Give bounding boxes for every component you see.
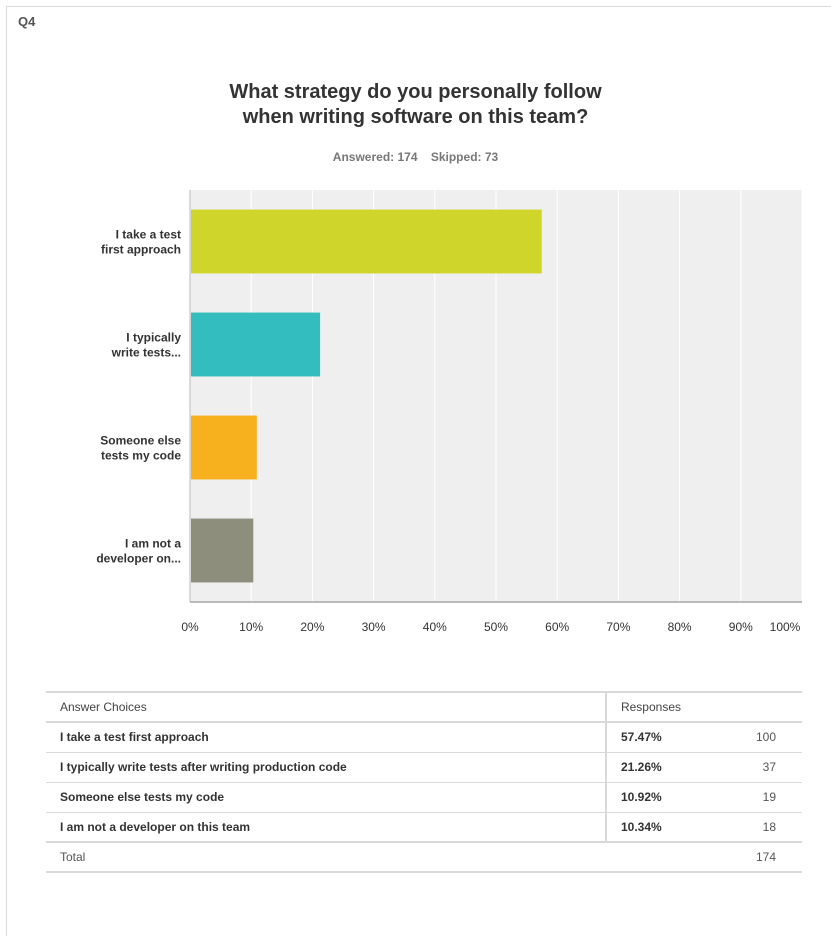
answer-choice: I typically write tests after writing pr…	[46, 752, 606, 783]
response-percent: 10.34%	[604, 812, 742, 843]
answered-count: Answered: 174	[332, 150, 418, 164]
responses-table: Answer Choices Responses I take a test f…	[46, 691, 802, 873]
x-tick-label: 50%	[484, 620, 508, 634]
table-row: I am not a developer on this team 10.34% 1…	[46, 812, 802, 843]
category-label-line: Someone else	[100, 434, 181, 448]
bar-chart: I take a test first approach I typically wr…	[96, 190, 803, 634]
responses-header: Responses	[604, 691, 802, 723]
category-label-line: developer on...	[96, 552, 181, 566]
answer-choices-header: Answer Choices	[46, 691, 606, 723]
response-count: 37	[741, 752, 802, 783]
table-row: I take a test first approach 57.47% 100	[46, 722, 802, 753]
response-stats: Answered: 174 Skipped: 73	[0, 150, 831, 164]
category-label-line: I am not a	[125, 537, 181, 551]
bar	[191, 518, 254, 583]
x-tick-label: 70%	[606, 620, 630, 634]
bar	[191, 415, 257, 480]
response-percent: 21.26%	[604, 752, 742, 783]
category-label-line: tests my code	[101, 449, 181, 463]
category-label-line: write tests...	[111, 346, 181, 360]
answer-choice: I take a test first approach	[46, 722, 606, 753]
skipped-count: Skipped: 73	[430, 150, 499, 164]
x-tick-label: 20%	[300, 620, 324, 634]
chart-title: What strategy do you personally follow w…	[0, 80, 831, 130]
table-total-row: Total 174	[46, 841, 802, 873]
response-percent: 10.92%	[604, 782, 742, 813]
category-label-line: first approach	[101, 243, 181, 257]
x-tick-label: 0%	[181, 620, 199, 634]
response-count: 18	[741, 812, 802, 843]
bar	[191, 312, 321, 377]
table-header-row: Answer Choices Responses	[46, 691, 802, 723]
chart-title-line-2: when writing software on this team?	[242, 106, 589, 128]
response-count: 100	[741, 722, 802, 753]
category-label-line: I typically	[126, 331, 181, 345]
table-row: Someone else tests my code 10.92% 19	[46, 782, 802, 813]
response-percent: 57.47%	[604, 722, 742, 753]
x-tick-label: 90%	[729, 620, 753, 634]
x-tick-label: 60%	[545, 620, 569, 634]
chart-title-line-1: What strategy do you personally follow	[229, 81, 602, 103]
answer-choice: I am not a developer on this team	[46, 812, 606, 843]
bar	[191, 209, 542, 274]
x-tick-label: 30%	[362, 620, 386, 634]
table-row: I typically write tests after writing pr…	[46, 752, 802, 783]
category-label: I am not a developer on...	[96, 537, 181, 566]
category-label: I take a test first approach	[101, 228, 181, 257]
category-label: I typically write tests...	[111, 331, 182, 360]
question-card	[6, 6, 831, 936]
category-label-line: I take a test	[116, 228, 181, 242]
x-tick-label: 40%	[423, 620, 447, 634]
total-label: Total	[46, 841, 606, 873]
total-count: 174	[741, 841, 802, 873]
category-label: Someone else tests my code	[100, 434, 181, 463]
x-tick-label: 100%	[770, 620, 801, 634]
question-number: Q4	[18, 14, 36, 29]
response-count: 19	[741, 782, 802, 813]
answer-choice: Someone else tests my code	[46, 782, 606, 813]
x-tick-label: 80%	[668, 620, 692, 634]
total-spacer	[605, 841, 742, 873]
x-tick-label: 10%	[239, 620, 263, 634]
